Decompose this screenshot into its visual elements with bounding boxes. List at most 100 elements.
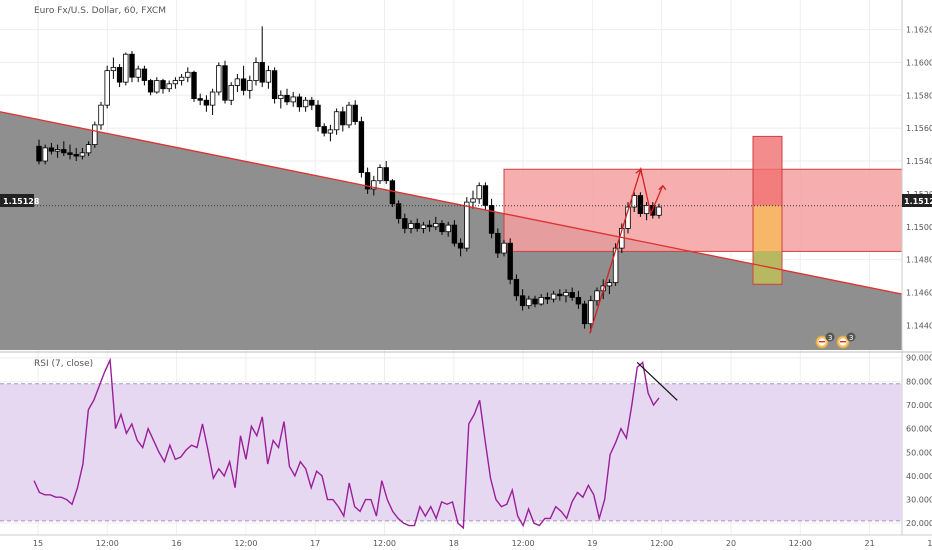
candle-body [160, 80, 166, 90]
candle [154, 77, 160, 94]
chart-title: Euro Fx/U.S. Dollar, 60, FXCM [34, 6, 166, 16]
candle-body [575, 297, 582, 305]
candle-body [439, 223, 445, 233]
candle-body [637, 195, 644, 215]
candle-body [185, 71, 191, 78]
candle [569, 287, 575, 301]
candle-body [36, 145, 42, 162]
rsi-tick-label: 30.0000 [906, 496, 932, 505]
candle [110, 57, 117, 79]
candle-body [563, 292, 569, 297]
candle [296, 93, 303, 112]
projection-path[interactable] [589, 166, 664, 334]
candle [309, 96, 315, 111]
price-tick-label: 1.16000 [906, 58, 932, 67]
event-flag-us-2[interactable]: 3 [836, 332, 856, 349]
risk-box-target-area[interactable] [753, 205, 782, 252]
candle-body [501, 242, 507, 254]
candle-body [54, 149, 61, 152]
candle [333, 108, 340, 135]
candle-body [79, 152, 86, 157]
candle-body [588, 300, 594, 325]
candle-body [309, 99, 315, 106]
candle [209, 88, 216, 116]
candle-body [197, 98, 203, 101]
candle [98, 101, 104, 130]
time-tick-label: 15 [33, 539, 43, 548]
price-tick-label: 1.16200 [906, 26, 932, 35]
risk-reward-box[interactable] [752, 135, 783, 285]
time-axis[interactable]: 15 12:00 16 12:00 17 12:00 18 12:00 19 12:00 20 12:… [33, 539, 932, 548]
candle-body [519, 295, 526, 307]
rsi-tick-label: 50.0000 [906, 448, 932, 457]
candle [278, 90, 284, 109]
risk-box-stop-area[interactable] [753, 136, 782, 206]
candle-body [389, 180, 396, 205]
candle-body [104, 70, 110, 106]
candle [73, 147, 79, 162]
candle [191, 70, 197, 102]
candle-body [234, 78, 241, 86]
candle-body [544, 297, 551, 300]
candle-body [166, 83, 172, 90]
candle-body [172, 80, 179, 85]
projection-arrows[interactable] [589, 166, 667, 334]
rsi-series-line[interactable] [33, 357, 660, 530]
rsi-axis[interactable]: 90.0000 80.0000 70.0000 60.0000 50.0000 40.00… [906, 354, 932, 528]
time-tick-label: 16 [172, 539, 182, 548]
candle-body [476, 185, 482, 200]
candle-body [606, 282, 613, 287]
candle-body [209, 91, 216, 106]
candle [352, 100, 358, 125]
candle-body [594, 290, 600, 302]
candle [513, 274, 520, 301]
time-tick-label: 12:00 [927, 539, 932, 548]
candle [48, 142, 55, 155]
candle-body [364, 172, 371, 190]
candle-body [178, 76, 185, 81]
resistance-trendline[interactable] [0, 111, 903, 295]
candle [358, 116, 365, 178]
candle [414, 218, 420, 232]
candle-body [315, 104, 321, 127]
candle [631, 192, 637, 212]
event-flag-us-1[interactable]: 3 [815, 332, 835, 349]
candle-body [532, 298, 538, 305]
candle [637, 192, 644, 217]
price-tag-right-text: 1.15128 [904, 197, 932, 206]
candle [526, 295, 532, 309]
candle [426, 220, 433, 232]
candle-body [383, 167, 389, 182]
candle-body [526, 298, 532, 307]
candle-body [538, 297, 544, 305]
candle-body [110, 66, 117, 72]
candle-body [296, 96, 303, 108]
rsi-title: RSI (7, close) [34, 359, 93, 369]
candle [364, 167, 371, 194]
candle-body [98, 104, 104, 126]
candle [420, 221, 427, 234]
candle [228, 82, 234, 106]
candle [302, 96, 309, 112]
price-axis[interactable]: 1.162001.160001.158001.156001.154001.152… [906, 26, 932, 331]
candle-body [371, 180, 377, 190]
candle [395, 200, 402, 224]
candle [457, 238, 464, 257]
candle [606, 279, 613, 295]
risk-box-target-low-area[interactable] [753, 251, 782, 285]
candle [247, 75, 253, 99]
candle [172, 77, 179, 89]
candles-group [36, 26, 662, 332]
candle [203, 95, 210, 112]
candle [123, 52, 129, 86]
price-tick-label: 1.15400 [906, 157, 932, 166]
candle-body [327, 129, 334, 134]
candle [216, 62, 222, 96]
time-tick-label: 20 [726, 539, 736, 548]
candle [234, 73, 241, 93]
rsi-trendline[interactable] [636, 362, 678, 401]
candle-body [321, 126, 327, 134]
supply-zone-rect[interactable] [503, 168, 903, 252]
candle [389, 179, 396, 208]
candle [550, 290, 557, 303]
